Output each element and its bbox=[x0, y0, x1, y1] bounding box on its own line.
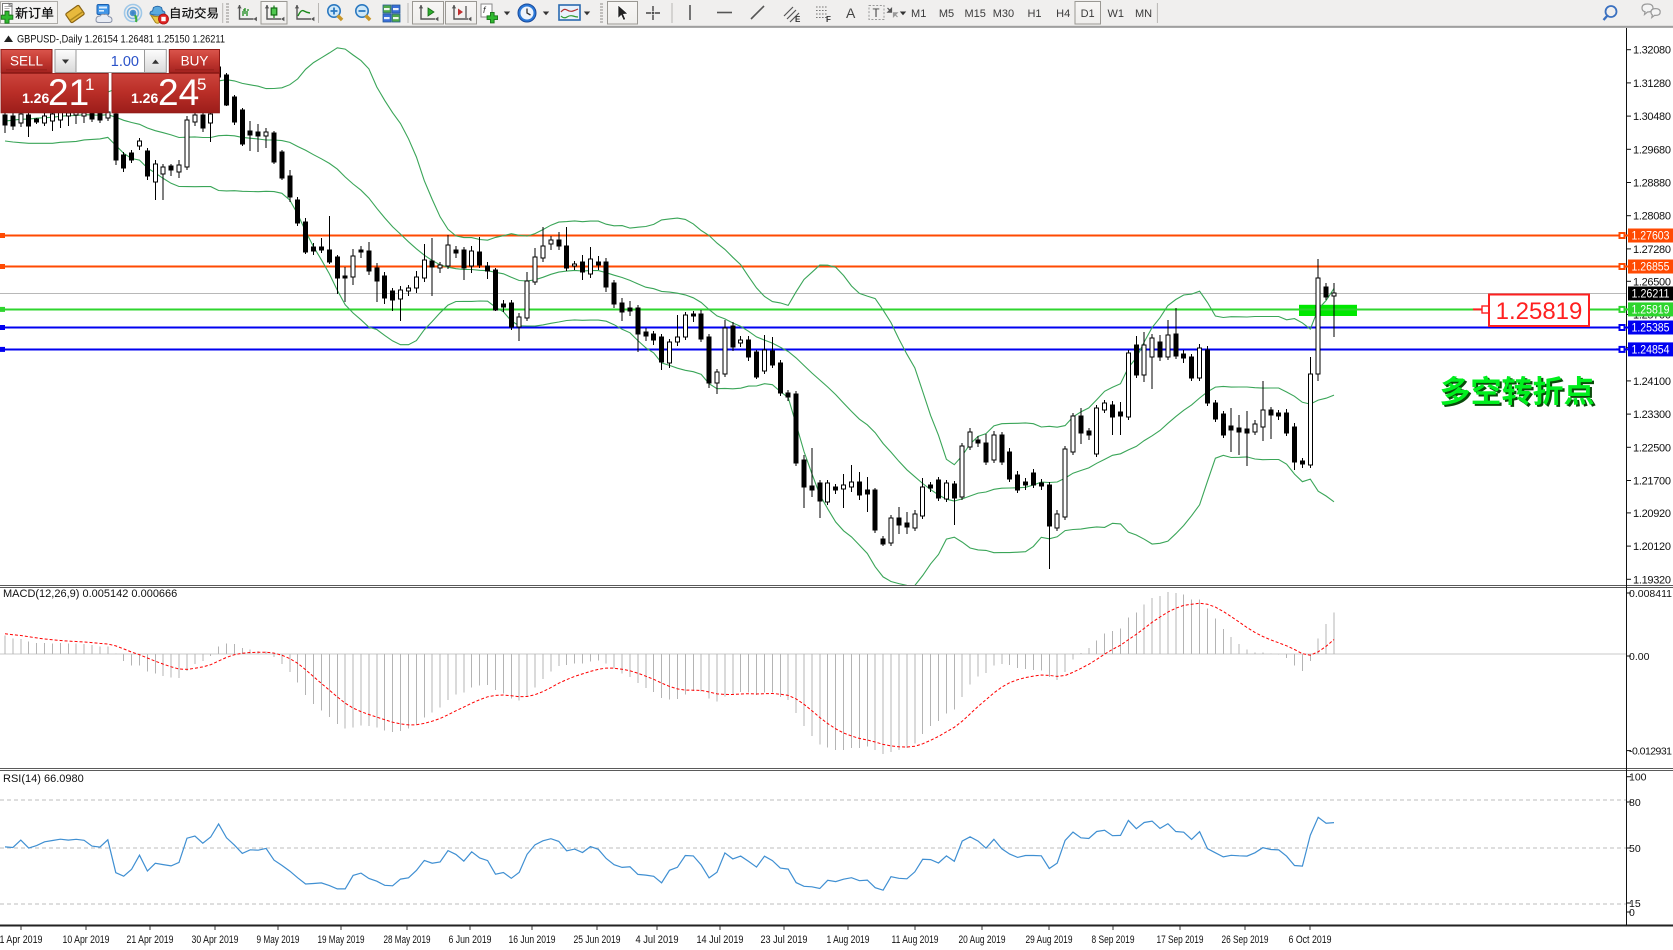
svg-text:1.27603: 1.27603 bbox=[1632, 231, 1670, 243]
svg-text:H1: H1 bbox=[1027, 8, 1041, 20]
svg-text:-0.012931: -0.012931 bbox=[1629, 746, 1672, 758]
svg-text:M1: M1 bbox=[911, 8, 926, 20]
svg-text:1.26: 1.26 bbox=[131, 90, 158, 106]
svg-text:0.008411: 0.008411 bbox=[1629, 588, 1672, 600]
svg-text:f: f bbox=[483, 5, 487, 15]
svg-text:M5: M5 bbox=[939, 8, 954, 20]
svg-text:MN: MN bbox=[1135, 8, 1152, 20]
svg-text:A: A bbox=[846, 5, 856, 21]
svg-text:1.24854: 1.24854 bbox=[1632, 344, 1671, 356]
svg-text:W1: W1 bbox=[1108, 8, 1125, 20]
svg-text:28 May 2019: 28 May 2019 bbox=[384, 934, 431, 946]
svg-text:1.22500: 1.22500 bbox=[1633, 442, 1671, 454]
svg-text:1.00: 1.00 bbox=[111, 54, 139, 70]
svg-text:17 Sep 2019: 17 Sep 2019 bbox=[1157, 934, 1204, 946]
svg-text:11 Aug 2019: 11 Aug 2019 bbox=[892, 934, 939, 946]
svg-text:1 Apr 2019: 1 Apr 2019 bbox=[0, 934, 43, 946]
svg-text:RSI(14) 66.0980: RSI(14) 66.0980 bbox=[3, 773, 84, 785]
svg-text:21: 21 bbox=[48, 72, 89, 113]
svg-text:25 Jun 2019: 25 Jun 2019 bbox=[574, 934, 621, 946]
svg-text:30 Apr 2019: 30 Apr 2019 bbox=[192, 934, 239, 946]
svg-text:M15: M15 bbox=[964, 8, 985, 20]
svg-text:1.25819: 1.25819 bbox=[1632, 304, 1670, 316]
svg-text:1.32080: 1.32080 bbox=[1633, 45, 1671, 57]
svg-text:H4: H4 bbox=[1056, 8, 1070, 20]
svg-text:1.26855: 1.26855 bbox=[1632, 262, 1670, 274]
svg-text:T: T bbox=[873, 8, 880, 20]
svg-text:SELL: SELL bbox=[10, 54, 44, 69]
svg-text:1.19320: 1.19320 bbox=[1633, 574, 1671, 586]
svg-text:15: 15 bbox=[1629, 898, 1641, 910]
svg-text:26 Sep 2019: 26 Sep 2019 bbox=[1222, 934, 1269, 946]
svg-text:E: E bbox=[795, 15, 801, 24]
svg-text:29 Aug 2019: 29 Aug 2019 bbox=[1026, 934, 1073, 946]
svg-text:4 Jul 2019: 4 Jul 2019 bbox=[636, 934, 679, 946]
svg-text:100: 100 bbox=[1629, 772, 1647, 784]
svg-text:D1: D1 bbox=[1081, 8, 1095, 20]
svg-text:1.29680: 1.29680 bbox=[1633, 144, 1671, 156]
svg-text:0.00: 0.00 bbox=[1629, 651, 1650, 663]
svg-text:14 Jul 2019: 14 Jul 2019 bbox=[697, 934, 744, 946]
svg-text:GBPUSD-,Daily 1.26154 1.26481: GBPUSD-,Daily 1.26154 1.26481 1.25150 1.… bbox=[17, 34, 225, 46]
svg-text:10 Apr 2019: 10 Apr 2019 bbox=[63, 934, 110, 946]
svg-text:5: 5 bbox=[197, 75, 206, 94]
svg-text:1.25819: 1.25819 bbox=[1496, 298, 1583, 325]
svg-text:1.26: 1.26 bbox=[22, 90, 49, 106]
svg-text:80: 80 bbox=[1629, 797, 1641, 809]
svg-text:1.24100: 1.24100 bbox=[1633, 376, 1671, 388]
svg-text:19 May 2019: 19 May 2019 bbox=[318, 934, 365, 946]
svg-text:6 Jun 2019: 6 Jun 2019 bbox=[449, 934, 492, 946]
svg-text:1.27280: 1.27280 bbox=[1633, 244, 1671, 256]
svg-text:M30: M30 bbox=[993, 8, 1014, 20]
svg-text:MACD(12,26,9) 0.005142 0.00066: MACD(12,26,9) 0.005142 0.000666 bbox=[3, 588, 177, 600]
svg-text:1.26211: 1.26211 bbox=[1632, 289, 1670, 301]
svg-text:1.20120: 1.20120 bbox=[1633, 541, 1671, 553]
svg-text:16 Jun 2019: 16 Jun 2019 bbox=[509, 934, 556, 946]
svg-text:1.21700: 1.21700 bbox=[1633, 476, 1671, 488]
svg-text:F: F bbox=[826, 15, 831, 24]
svg-text:24: 24 bbox=[158, 72, 199, 113]
svg-text:1.25385: 1.25385 bbox=[1632, 323, 1670, 335]
svg-text:0: 0 bbox=[1629, 907, 1635, 919]
svg-text:1.23300: 1.23300 bbox=[1633, 409, 1671, 421]
svg-text:9 May 2019: 9 May 2019 bbox=[257, 934, 300, 946]
svg-text:50: 50 bbox=[1629, 843, 1641, 855]
svg-text:1.26500: 1.26500 bbox=[1633, 276, 1671, 288]
svg-text:8 Sep 2019: 8 Sep 2019 bbox=[1092, 934, 1135, 946]
svg-text:23 Jul 2019: 23 Jul 2019 bbox=[761, 934, 808, 946]
svg-text:1.20920: 1.20920 bbox=[1633, 508, 1671, 520]
svg-text:1.30480: 1.30480 bbox=[1633, 111, 1671, 123]
svg-text:BUY: BUY bbox=[181, 54, 209, 69]
svg-text:1.28880: 1.28880 bbox=[1633, 178, 1671, 190]
svg-text:1.28080: 1.28080 bbox=[1633, 211, 1671, 223]
svg-text:1: 1 bbox=[85, 75, 94, 94]
svg-text:6 Oct 2019: 6 Oct 2019 bbox=[1289, 934, 1332, 946]
svg-text:1.31280: 1.31280 bbox=[1633, 78, 1671, 90]
svg-text:1 Aug 2019: 1 Aug 2019 bbox=[827, 934, 870, 946]
svg-text:20 Aug 2019: 20 Aug 2019 bbox=[959, 934, 1006, 946]
svg-text:21 Apr 2019: 21 Apr 2019 bbox=[127, 934, 174, 946]
